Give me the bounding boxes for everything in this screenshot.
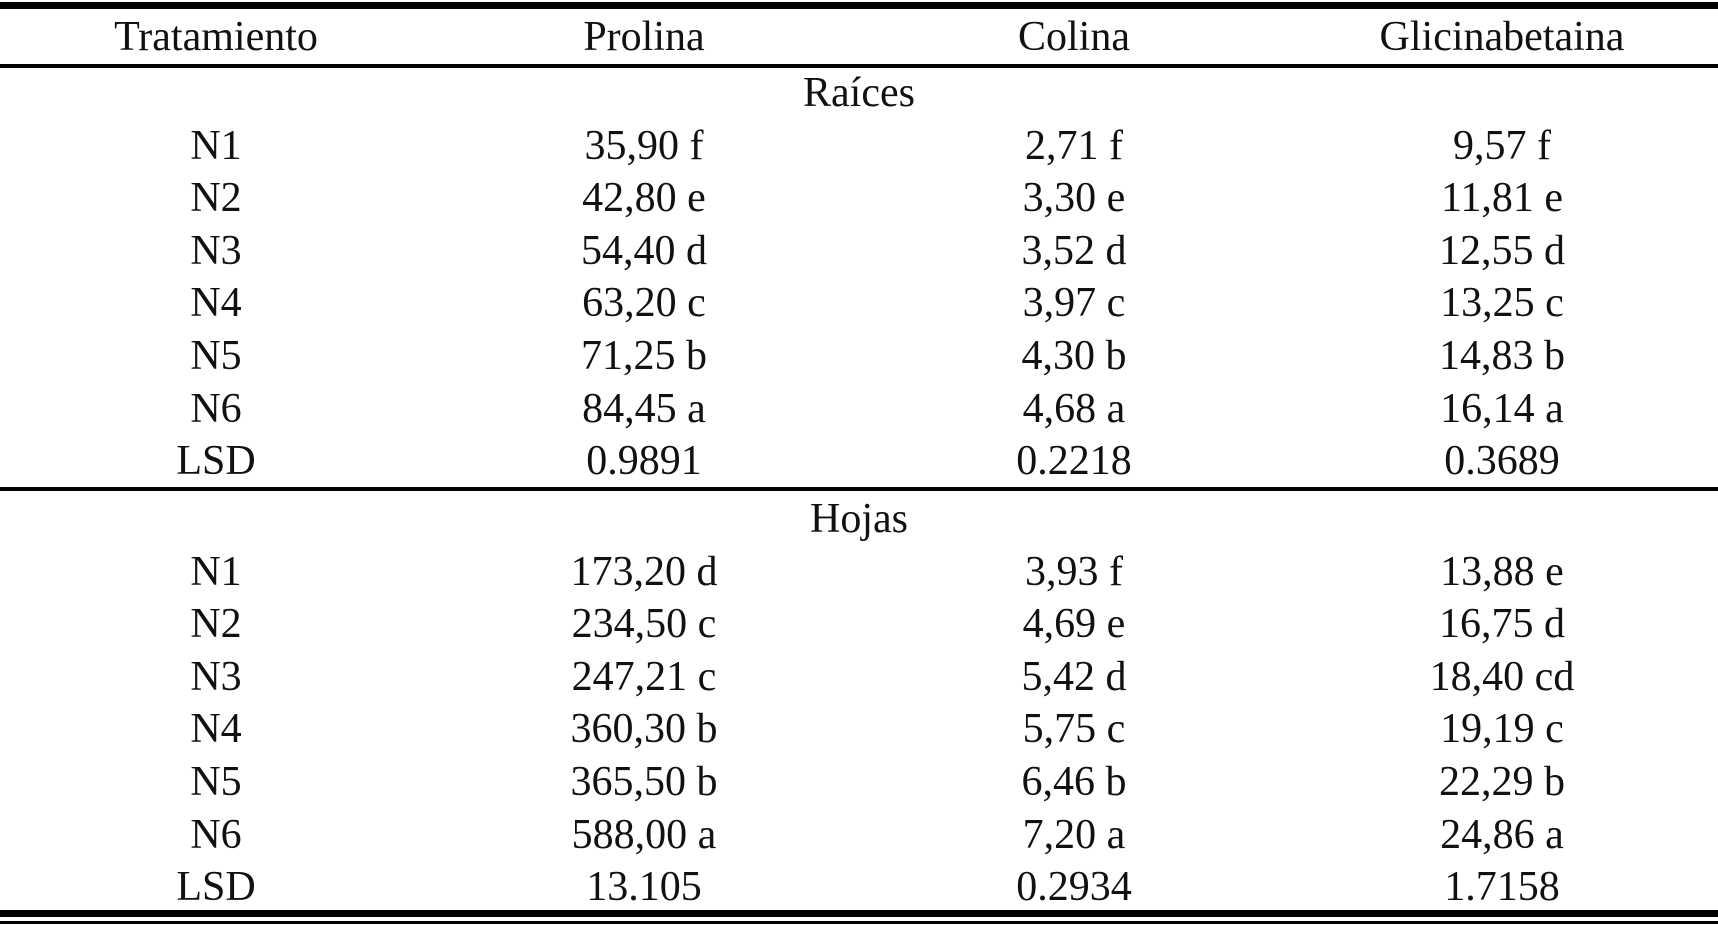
cell-value: 588,00 a — [571, 811, 717, 858]
cell-value: 234,50 c — [571, 601, 717, 648]
cell-value: 63,20 c — [582, 280, 706, 327]
row-label: N5 — [190, 333, 242, 379]
row-label: N2 — [190, 601, 242, 648]
cell-value: 19,19 c — [1440, 706, 1564, 753]
cell-value: 13,25 c — [1440, 280, 1564, 327]
cell-value: 11,81 e — [1440, 175, 1564, 222]
cell-value: 0.2218 — [1016, 438, 1132, 485]
cell-value: 18,40 cd — [1429, 653, 1575, 700]
cell-value: 42,80 e — [582, 175, 706, 222]
cell-value: 3,30 e — [1022, 175, 1126, 222]
cell-value: 4,69 e — [1022, 601, 1126, 648]
cell-value: 5,42 d — [1021, 653, 1127, 700]
cell-value: 13,88 e — [1440, 548, 1564, 595]
header-rule — [0, 64, 1718, 68]
bottom-rule-thin — [0, 921, 1718, 924]
cell-value: 0.2934 — [1016, 864, 1132, 911]
cell-value: 365,50 b — [570, 759, 718, 805]
cell-value: 35,90 f — [584, 122, 704, 169]
row-label: N1 — [190, 548, 242, 595]
bottom-rule — [0, 910, 1718, 917]
cell-value: 6,46 b — [1021, 759, 1127, 805]
section-rule — [0, 487, 1718, 491]
row-label: N1 — [190, 122, 242, 169]
section-title: Raíces — [803, 70, 915, 116]
section-title: Hojas — [810, 496, 908, 542]
cell-value: 16,14 a — [1440, 385, 1564, 432]
row-label: LSD — [176, 864, 256, 911]
row-label: N6 — [190, 385, 242, 432]
cell-value: 13.105 — [586, 864, 702, 911]
row-label: N6 — [190, 811, 242, 858]
cell-value: 247,21 c — [571, 653, 717, 700]
cell-value: 360,30 b — [570, 706, 718, 753]
row-label: N5 — [190, 759, 242, 805]
top-rule — [0, 2, 1718, 9]
cell-value: 1.7158 — [1444, 864, 1560, 911]
column-header: Prolina — [583, 14, 705, 60]
cell-value: 9,57 f — [1453, 122, 1551, 169]
cell-value: 0.3689 — [1444, 438, 1560, 485]
row-label: N4 — [190, 706, 242, 753]
cell-value: 173,20 d — [570, 548, 718, 595]
cell-value: 2,71 f — [1025, 122, 1123, 169]
cell-value: 16,75 d — [1439, 601, 1565, 648]
cell-value: 12,55 d — [1439, 227, 1565, 274]
cell-value: 3,97 c — [1022, 280, 1126, 327]
cell-value: 24,86 a — [1440, 811, 1564, 858]
cell-value: 0.9891 — [586, 438, 702, 485]
cell-value: 4,30 b — [1021, 333, 1127, 379]
row-label: LSD — [176, 438, 256, 485]
cell-value: 7,20 a — [1022, 811, 1126, 858]
column-header: Colina — [1018, 14, 1130, 60]
cell-value: 71,25 b — [581, 333, 707, 379]
cell-value: 3,52 d — [1021, 227, 1127, 274]
row-label: N3 — [190, 653, 242, 700]
cell-value: 84,45 a — [582, 385, 706, 432]
cell-value: 3,93 f — [1025, 548, 1123, 595]
cell-value: 54,40 d — [581, 227, 707, 274]
cell-value: 14,83 b — [1439, 333, 1565, 379]
column-header: Glicinabetaina — [1379, 14, 1625, 60]
column-header: Tratamiento — [114, 14, 318, 60]
cell-value: 22,29 b — [1439, 759, 1565, 805]
cell-value: 5,75 c — [1022, 706, 1126, 753]
row-label: N4 — [190, 280, 242, 327]
cell-value: 4,68 a — [1022, 385, 1126, 432]
row-label: N2 — [190, 175, 242, 222]
row-label: N3 — [190, 227, 242, 274]
